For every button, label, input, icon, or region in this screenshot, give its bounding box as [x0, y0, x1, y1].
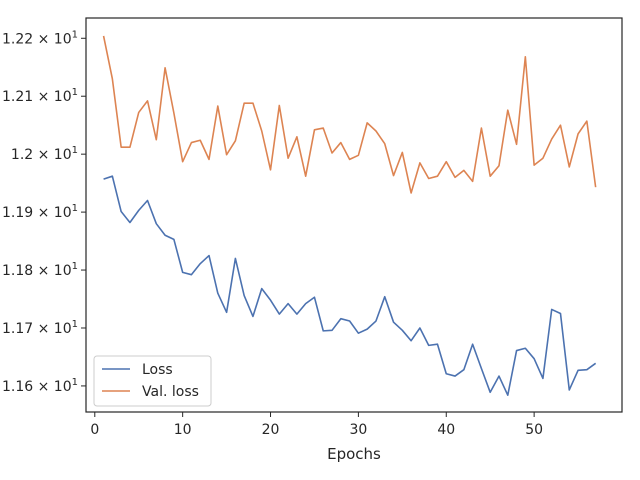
x-axis-label: Epochs — [327, 445, 381, 463]
plot-area — [85, 17, 623, 413]
y-tick-label: 1.21 × 101 — [2, 87, 78, 105]
x-tick-label: 30 — [349, 422, 367, 438]
series-line-1 — [102, 35, 597, 194]
y-tick-label: 1.2 × 101 — [11, 145, 78, 163]
y-tick-label: 1.22 × 101 — [2, 29, 78, 47]
y-tick-label: 1.16 × 101 — [2, 377, 78, 395]
y-tick-label: 1.19 × 101 — [2, 203, 78, 221]
x-tick-label: 40 — [437, 422, 455, 438]
legend: Loss Val. loss — [93, 355, 212, 407]
legend-label: Loss — [142, 362, 173, 378]
plot-frame — [85, 17, 623, 413]
x-tick-label: 20 — [262, 422, 280, 438]
y-tick-label: 1.18 × 101 — [2, 261, 78, 279]
x-axis: 0 10 20 30 40 50 — [90, 412, 543, 438]
x-tick-label: 10 — [174, 422, 192, 438]
y-axis: 1.16 × 101 1.17 × 101 1.18 × 101 1.19 × 101… — [2, 29, 86, 395]
y-tick-label: 1.17 × 101 — [2, 319, 78, 337]
series-line-0 — [103, 175, 597, 397]
legend-label: Val. loss — [142, 384, 199, 400]
x-tick-label: 50 — [525, 422, 543, 438]
x-tick-label: 0 — [90, 422, 99, 438]
